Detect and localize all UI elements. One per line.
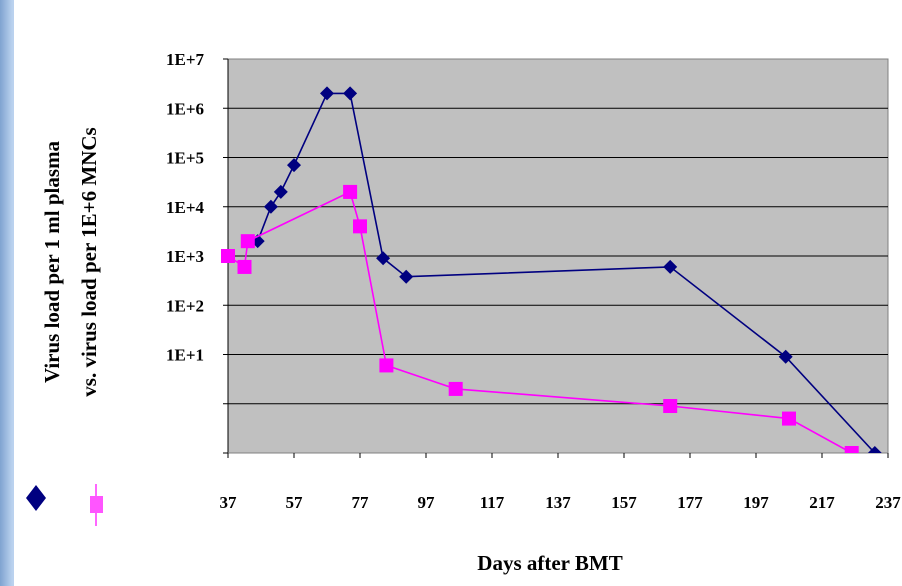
y-tick-label: 1E+4 bbox=[166, 198, 205, 217]
data-point bbox=[263, 199, 278, 214]
legend bbox=[26, 484, 103, 526]
data-point bbox=[867, 446, 882, 453]
x-tick-label: 157 bbox=[611, 493, 637, 512]
y-tick-label: 1E+5 bbox=[166, 149, 204, 168]
y-tick-label: 1E+7 bbox=[166, 50, 205, 69]
data-point bbox=[782, 411, 796, 426]
y-tick-label: 1E+1 bbox=[166, 346, 204, 365]
data-point bbox=[320, 86, 334, 101]
data-point bbox=[663, 259, 678, 274]
y-axis-title-line2: vs. virus load per 1E+6 MNCs bbox=[77, 127, 101, 396]
slide: 1E+7 1E+6 1E+5 1E+4 1E+3 1E+2 1E+1 37 57 77 97 117… bbox=[14, 0, 902, 586]
x-tick-label: 97 bbox=[418, 493, 436, 512]
data-point bbox=[343, 184, 358, 199]
data-point bbox=[273, 184, 288, 199]
data-point bbox=[663, 399, 678, 414]
series-line bbox=[227, 190, 853, 453]
x-tick-label: 137 bbox=[545, 493, 571, 512]
legend-marker-diamond bbox=[26, 485, 46, 511]
y-tick-label: 1E+2 bbox=[166, 296, 204, 315]
x-tick-label: 37 bbox=[220, 493, 238, 512]
y-axis-title-line1: Virus load per 1 ml plasma bbox=[40, 140, 64, 383]
data-point bbox=[237, 259, 252, 274]
data-point bbox=[240, 234, 255, 249]
x-tick-label: 77 bbox=[352, 493, 370, 512]
y-tick-label: 1E+6 bbox=[166, 99, 204, 118]
x-axis-title: Days after BMT bbox=[477, 551, 622, 575]
data-point bbox=[448, 381, 463, 396]
x-tick-label: 57 bbox=[286, 493, 304, 512]
data-point bbox=[221, 249, 235, 263]
series-1 bbox=[250, 86, 882, 453]
series-2 bbox=[221, 184, 859, 453]
legend-marker-square bbox=[90, 496, 103, 513]
data-point bbox=[778, 349, 793, 364]
data-point bbox=[353, 219, 367, 234]
data-point bbox=[399, 269, 414, 284]
x-tick-label: 217 bbox=[809, 493, 835, 512]
data-point bbox=[343, 86, 358, 101]
chart: 1E+7 1E+6 1E+5 1E+4 1E+3 1E+2 1E+1 37 57 77 97 117… bbox=[26, 50, 901, 575]
x-tick-label: 117 bbox=[480, 493, 505, 512]
data-point bbox=[287, 158, 301, 173]
x-tick-label: 237 bbox=[875, 493, 901, 512]
data-point bbox=[844, 446, 859, 453]
x-tick-label: 177 bbox=[677, 493, 703, 512]
y-tick-label: 1E+3 bbox=[166, 247, 204, 266]
data-point bbox=[376, 251, 391, 266]
x-tick-label: 197 bbox=[743, 493, 769, 512]
data-point bbox=[379, 358, 394, 373]
